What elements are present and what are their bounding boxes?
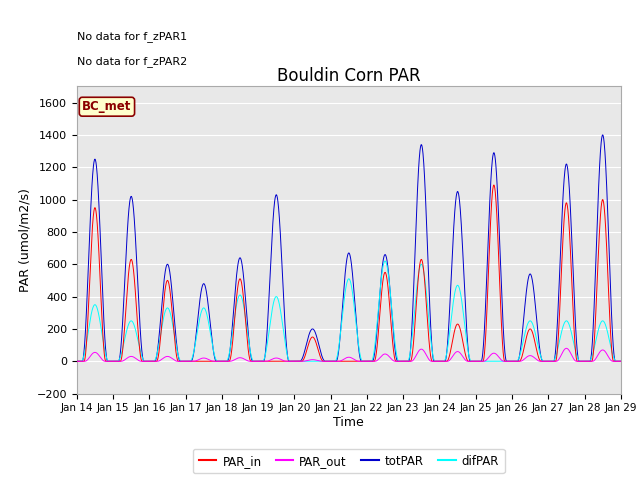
totPAR xyxy=(569,258,577,264)
PAR_in xyxy=(507,359,515,364)
Title: Bouldin Corn PAR: Bouldin Corn PAR xyxy=(277,67,420,85)
difPAR xyxy=(225,354,232,360)
PAR_in xyxy=(490,182,498,188)
PAR_out xyxy=(584,359,592,364)
difPAR xyxy=(381,258,388,264)
difPAR xyxy=(507,359,515,364)
PAR_in xyxy=(225,359,232,364)
Line: difPAR: difPAR xyxy=(77,261,621,361)
PAR_in xyxy=(376,307,384,313)
totPAR xyxy=(73,359,81,364)
Line: PAR_out: PAR_out xyxy=(77,348,621,361)
PAR_out xyxy=(563,346,570,351)
PAR_out xyxy=(617,359,625,364)
difPAR xyxy=(365,359,372,364)
totPAR xyxy=(225,356,232,362)
Text: BC_met: BC_met xyxy=(82,100,132,113)
PAR_out xyxy=(225,359,232,364)
totPAR xyxy=(617,359,625,364)
PAR_in xyxy=(365,359,372,364)
totPAR xyxy=(599,132,607,138)
totPAR xyxy=(376,286,384,292)
PAR_out xyxy=(365,359,372,364)
PAR_out xyxy=(73,359,81,364)
totPAR xyxy=(507,359,515,364)
Y-axis label: PAR (umol/m2/s): PAR (umol/m2/s) xyxy=(18,188,31,292)
PAR_in xyxy=(584,359,592,364)
Line: totPAR: totPAR xyxy=(77,135,621,361)
Legend: PAR_in, PAR_out, totPAR, difPAR: PAR_in, PAR_out, totPAR, difPAR xyxy=(193,449,505,473)
totPAR xyxy=(584,359,591,364)
PAR_out xyxy=(569,355,577,360)
difPAR xyxy=(617,359,625,364)
Text: No data for f_zPAR2: No data for f_zPAR2 xyxy=(77,56,187,67)
difPAR xyxy=(584,359,592,364)
Text: No data for f_zPAR1: No data for f_zPAR1 xyxy=(77,31,187,42)
PAR_out xyxy=(507,359,515,364)
PAR_in xyxy=(73,359,81,364)
difPAR xyxy=(376,286,384,292)
Line: PAR_in: PAR_in xyxy=(77,185,621,361)
PAR_in xyxy=(617,359,625,364)
difPAR xyxy=(569,336,577,342)
difPAR xyxy=(73,359,81,364)
PAR_out xyxy=(376,355,384,360)
PAR_in xyxy=(569,303,577,309)
X-axis label: Time: Time xyxy=(333,416,364,429)
totPAR xyxy=(365,359,372,364)
